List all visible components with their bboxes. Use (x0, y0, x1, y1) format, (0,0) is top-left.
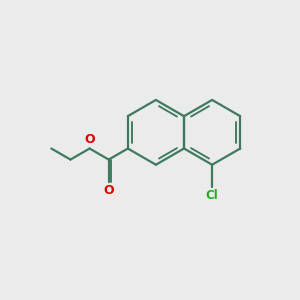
Text: O: O (84, 133, 95, 146)
Text: O: O (103, 184, 114, 197)
Text: Cl: Cl (206, 189, 218, 202)
